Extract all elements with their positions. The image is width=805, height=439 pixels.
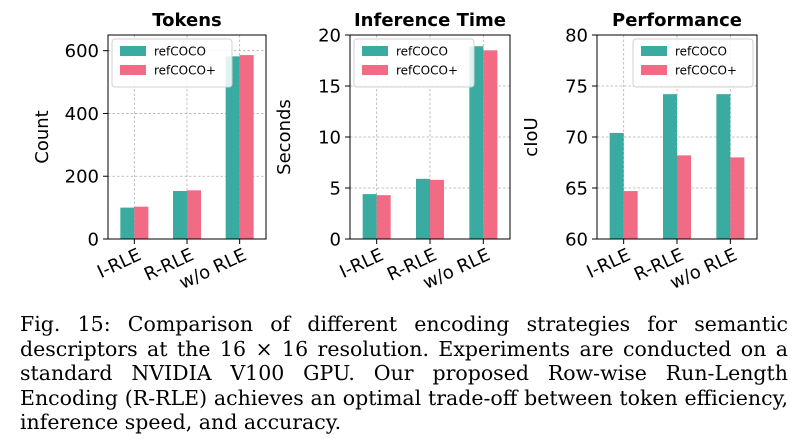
legend-swatch-refcoco bbox=[362, 46, 388, 56]
bar-inference-time-r-rle-refcoco bbox=[430, 179, 444, 239]
legend: refCOCO refCOCO+ bbox=[353, 38, 475, 88]
y-tick-label: 70 bbox=[565, 128, 588, 149]
y-tick-label: 60 bbox=[565, 230, 588, 251]
bar-performance-r-rle-refcoco bbox=[677, 155, 691, 239]
bar-performance-i-rle-refcoco bbox=[609, 132, 624, 239]
legend-swatch-refcoco bbox=[641, 46, 667, 56]
legend-label-refcoco: refCOCO bbox=[154, 45, 206, 59]
y-axis-label: Seconds bbox=[274, 99, 295, 175]
bar-tokens-r-rle-refcoco bbox=[173, 190, 187, 239]
legend-swatch-refcoco bbox=[120, 65, 146, 75]
y-tick-label: 10 bbox=[318, 128, 341, 149]
legend-swatch-refcoco bbox=[120, 46, 146, 56]
y-tick-label: 75 bbox=[565, 77, 588, 98]
bar-inference-time-r-rle-refcoco bbox=[416, 178, 430, 239]
legend-label-refcoco: refCOCO+ bbox=[396, 64, 458, 78]
bar-tokens-r-rle-refcoco bbox=[187, 190, 201, 239]
bar-inference-time-i-rle-refcoco bbox=[376, 195, 391, 239]
y-tick-label: 0 bbox=[330, 230, 341, 251]
bar-tokens-i-rle-refcoco bbox=[134, 206, 149, 239]
bar-performance-i-rle-refcoco bbox=[623, 191, 638, 239]
bar-performance-w-o-rle-refcoco bbox=[716, 94, 731, 239]
y-tick-label: 15 bbox=[318, 77, 341, 98]
y-tick-label: 65 bbox=[565, 179, 588, 200]
bar-inference-time-i-rle-refcoco bbox=[362, 194, 377, 239]
x-tick-label: I-RLE bbox=[336, 244, 386, 282]
legend-label-refcoco: refCOCO bbox=[396, 45, 448, 59]
y-tick-label: 400 bbox=[65, 104, 99, 125]
bar-tokens-w-o-rle-refcoco bbox=[225, 56, 240, 239]
figure-caption: Fig. 15: Comparison of different encodin… bbox=[20, 312, 788, 435]
bar-performance-w-o-rle-refcoco bbox=[730, 157, 745, 239]
x-tick-label: I-RLE bbox=[94, 244, 144, 282]
y-tick-label: 20 bbox=[318, 26, 341, 47]
bar-inference-time-w-o-rle-refcoco bbox=[469, 46, 484, 239]
y-tick-label: 600 bbox=[65, 41, 99, 62]
legend: refCOCO refCOCO+ bbox=[111, 38, 233, 88]
bar-tokens-w-o-rle-refcoco bbox=[239, 55, 254, 240]
y-tick-label: 200 bbox=[65, 167, 99, 188]
legend: refCOCO refCOCO+ bbox=[632, 38, 754, 88]
y-axis-label: cIoU bbox=[521, 117, 542, 156]
bar-performance-r-rle-refcoco bbox=[663, 94, 677, 239]
caption-text: Comparison of different encoding strateg… bbox=[20, 312, 788, 434]
caption-label: Fig. 15: bbox=[20, 312, 111, 336]
legend-label-refcoco: refCOCO+ bbox=[675, 64, 737, 78]
chart-title: Inference Time bbox=[354, 10, 506, 31]
bar-inference-time-w-o-rle-refcoco bbox=[483, 50, 498, 239]
legend-swatch-refcoco bbox=[362, 65, 388, 75]
legend-label-refcoco: refCOCO+ bbox=[154, 64, 216, 78]
y-tick-label: 5 bbox=[330, 179, 341, 200]
legend-swatch-refcoco bbox=[641, 65, 667, 75]
bar-tokens-i-rle-refcoco bbox=[120, 207, 135, 239]
x-tick-label: I-RLE bbox=[583, 244, 633, 282]
chart-title: Tokens bbox=[152, 10, 221, 31]
y-tick-label: 80 bbox=[565, 26, 588, 47]
y-tick-label: 0 bbox=[88, 230, 99, 251]
legend-label-refcoco: refCOCO bbox=[675, 45, 727, 59]
chart-title: Performance bbox=[612, 10, 742, 31]
y-axis-label: Count bbox=[32, 110, 53, 163]
